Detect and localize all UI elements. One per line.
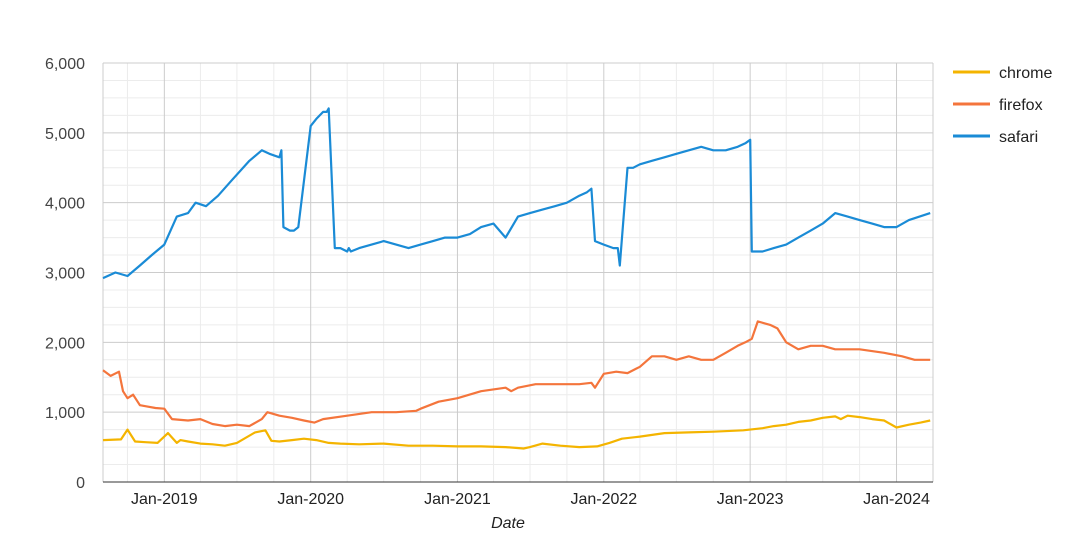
y-tick-label: 6,000 [45,56,85,73]
y-tick-label: 4,000 [45,196,85,213]
y-tick-label: 1,000 [45,405,85,422]
x-tick-label: Jan-2022 [570,491,637,508]
y-tick-label: 3,000 [45,266,85,283]
major-gridlines [102,62,934,482]
x-tick-label: Jan-2023 [717,491,784,508]
y-tick-label: 2,000 [45,335,85,352]
series-lines [102,107,931,450]
series-line-safari [102,107,931,280]
legend-label: safari [999,129,1038,146]
x-axis-title: Date [491,515,525,532]
x-tick-label: Jan-2021 [424,491,491,508]
y-tick-label: 0 [76,475,85,492]
legend: chrome firefox safari [953,65,1052,146]
series-line-chrome [102,414,931,450]
x-tick-label: Jan-2024 [863,491,930,508]
y-tick-label: 5,000 [45,126,85,143]
legend-item-firefox[interactable]: firefox [953,97,1043,114]
legend-item-chrome[interactable]: chrome [953,65,1052,82]
x-axis: Jan-2019 Jan-2020 Jan-2021 Jan-2022 Jan-2023… [131,491,930,508]
legend-label: chrome [999,65,1052,82]
x-tick-label: Jan-2019 [131,491,198,508]
series-line-firefox [102,320,931,428]
y-axis: 0 1,000 2,000 3,000 4,000 5,000 6,000 [45,56,85,492]
x-tick-label: Jan-2020 [277,491,344,508]
legend-item-safari[interactable]: safari [953,129,1038,146]
legend-label: firefox [999,97,1043,114]
